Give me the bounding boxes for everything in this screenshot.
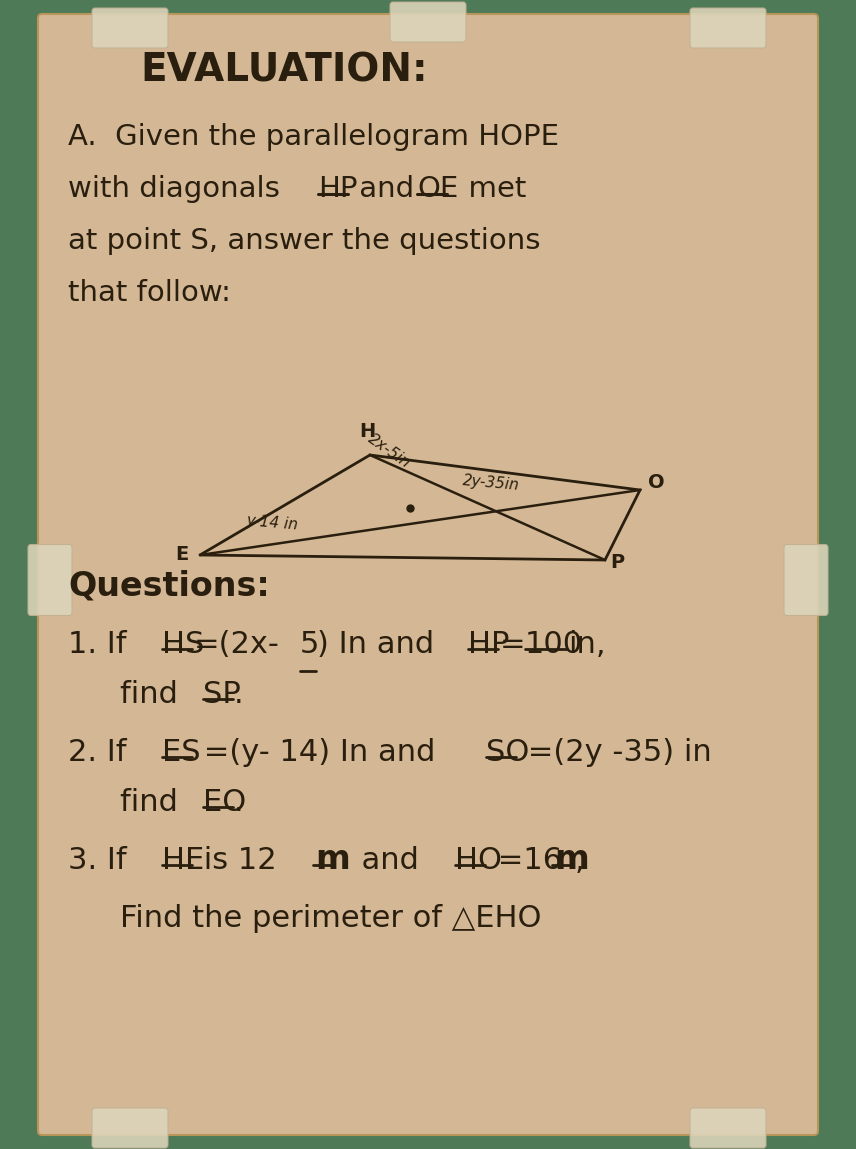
- Text: HP: HP: [468, 630, 509, 660]
- Text: at point S, answer the questions: at point S, answer the questions: [68, 228, 540, 255]
- Text: Questions:: Questions:: [68, 569, 270, 602]
- Text: m: m: [554, 843, 589, 876]
- Text: HP: HP: [318, 175, 358, 203]
- Text: =: =: [500, 630, 526, 660]
- FancyBboxPatch shape: [690, 8, 766, 48]
- Text: A.  Given the parallelogram HOPE: A. Given the parallelogram HOPE: [68, 123, 559, 151]
- Text: P: P: [610, 553, 624, 572]
- FancyBboxPatch shape: [784, 545, 828, 616]
- Text: HE: HE: [162, 846, 205, 876]
- Text: EVALUATION:: EVALUATION:: [140, 52, 428, 90]
- Text: 2. If: 2. If: [68, 738, 136, 768]
- Text: HS: HS: [162, 630, 205, 660]
- Text: ES: ES: [162, 738, 200, 768]
- Text: SP: SP: [203, 680, 241, 709]
- Text: find: find: [120, 788, 187, 817]
- Text: ) In and: ) In and: [317, 630, 444, 660]
- Text: in,: in,: [568, 630, 606, 660]
- Text: with diagonals: with diagonals: [68, 175, 289, 203]
- Text: and: and: [342, 846, 429, 876]
- Text: 2x-5in: 2x-5in: [365, 431, 413, 471]
- Text: O: O: [648, 473, 664, 492]
- Text: ,: ,: [575, 846, 585, 876]
- Text: 100: 100: [525, 630, 583, 660]
- Text: find: find: [120, 680, 187, 709]
- Text: .: .: [234, 788, 244, 817]
- Text: SO: SO: [486, 738, 529, 768]
- Text: =16: =16: [488, 846, 562, 876]
- FancyBboxPatch shape: [92, 8, 168, 48]
- Text: that follow:: that follow:: [68, 279, 231, 307]
- Text: OE: OE: [417, 175, 458, 203]
- Text: HO: HO: [455, 846, 502, 876]
- FancyBboxPatch shape: [390, 2, 466, 43]
- Text: is 12: is 12: [194, 846, 276, 876]
- Text: =(y- 14) In and: =(y- 14) In and: [194, 738, 445, 768]
- Text: 2y-35in: 2y-35in: [462, 473, 520, 493]
- FancyBboxPatch shape: [28, 545, 72, 616]
- Text: .: .: [234, 680, 244, 709]
- Text: y-14 in: y-14 in: [245, 514, 299, 533]
- Text: 3. If: 3. If: [68, 846, 136, 876]
- FancyBboxPatch shape: [38, 14, 818, 1135]
- Text: E: E: [175, 545, 188, 564]
- Text: met: met: [450, 175, 526, 203]
- Text: =(2x-: =(2x-: [194, 630, 280, 660]
- FancyBboxPatch shape: [690, 1108, 766, 1148]
- Text: =(2y -35) in: =(2y -35) in: [518, 738, 711, 768]
- Text: and: and: [350, 175, 424, 203]
- Text: H: H: [359, 422, 375, 441]
- Text: Find the perimeter of △EHO: Find the perimeter of △EHO: [120, 904, 542, 933]
- Text: 1. If: 1. If: [68, 630, 136, 660]
- Text: m: m: [315, 843, 350, 876]
- Text: 5: 5: [300, 630, 319, 660]
- Text: EO: EO: [203, 788, 247, 817]
- FancyBboxPatch shape: [92, 1108, 168, 1148]
